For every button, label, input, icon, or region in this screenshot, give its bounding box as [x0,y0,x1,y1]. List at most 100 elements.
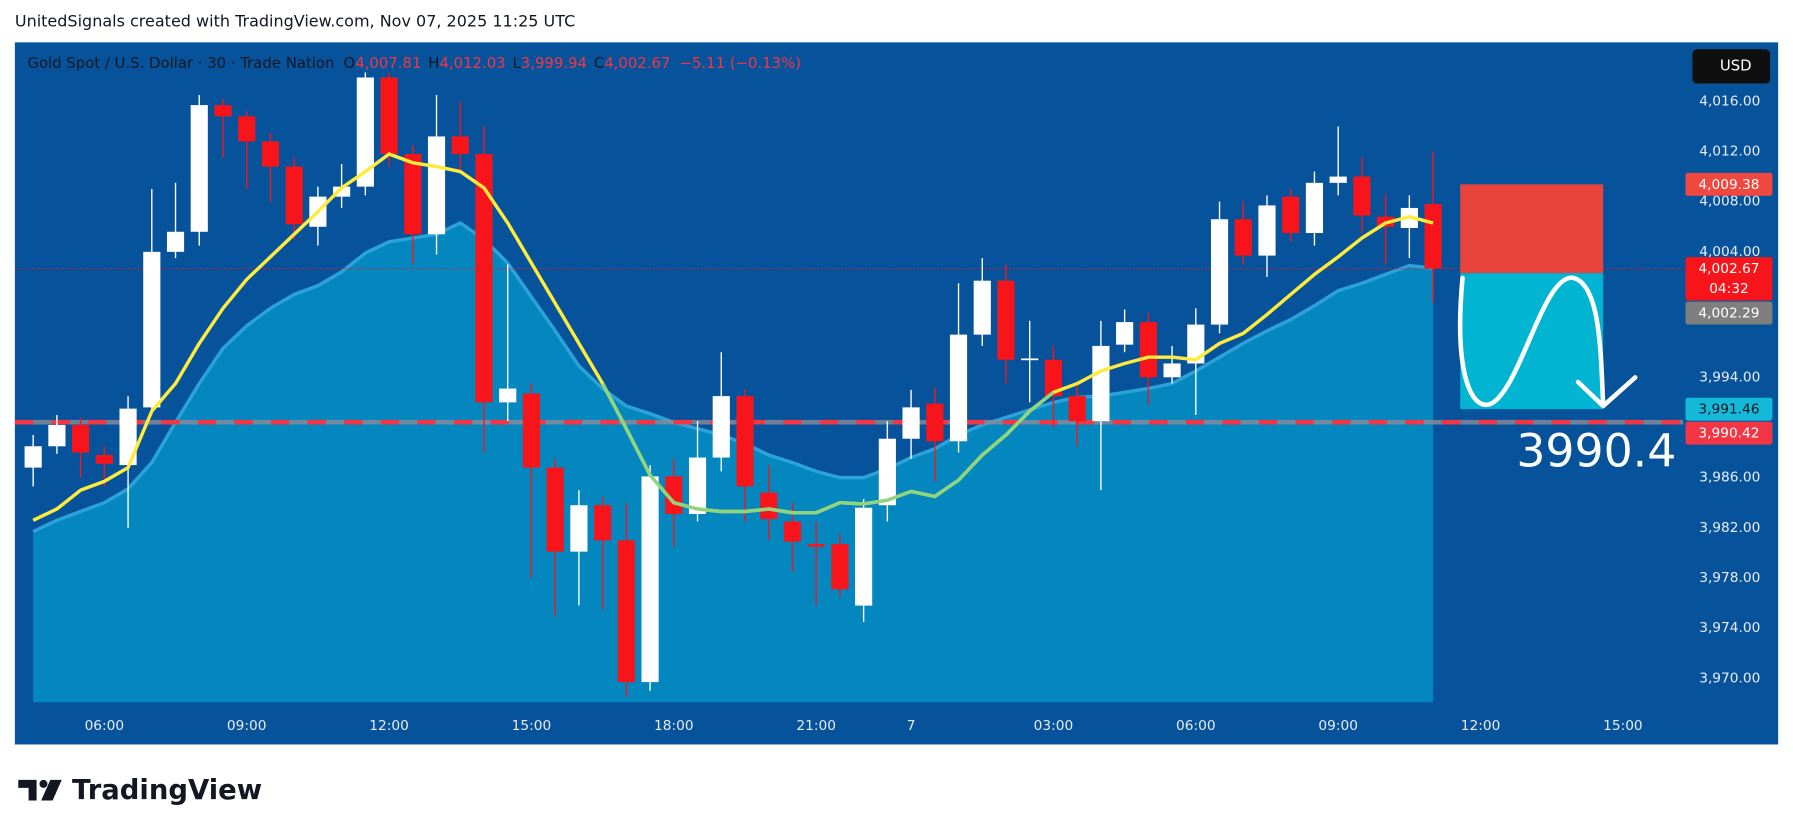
ohlc-key: C [594,54,604,72]
candle-body [499,388,517,403]
price-tag-label: 4,002.67 [1698,261,1759,277]
x-tick-label: 06:00 [1176,718,1216,734]
x-tick-label: 12:00 [369,718,409,734]
candle-body [1258,205,1276,256]
candle-body [190,105,208,232]
x-tick-label: 09:00 [227,718,267,734]
change-value: −5.11 (−0.13%) [680,54,802,72]
price-tag-countdown: 04:32 [1709,281,1749,297]
candle-body [333,186,351,197]
candle-body [997,280,1015,360]
ohlc-key: O [344,54,356,72]
ohlc-key: H [428,54,439,72]
ohlc-value: 3,999.94 [521,54,587,72]
header-caption: UnitedSignals created with TradingView.c… [15,11,575,30]
candle-body [1044,359,1063,397]
candle-body [238,116,256,142]
candle-body [48,424,66,447]
price-tag-label: 4,009.38 [1698,177,1759,193]
x-tick-label: 06:00 [85,718,125,734]
candle-body [1116,322,1134,345]
candle-body [285,166,303,225]
candle-body [902,407,920,439]
candle-body [760,492,778,520]
symbol-name: Gold Spot / U.S. Dollar · 30 · Trade Nat… [27,54,334,72]
candle-body [427,136,446,235]
candle-body [72,424,90,453]
y-tick-label: 3,970.00 [1699,670,1760,686]
y-tick-label: 3,994.00 [1699,369,1760,385]
logo-mark [18,779,37,801]
candle-body [1234,219,1252,256]
currency-button[interactable] [1692,49,1771,84]
price-tag [1685,257,1773,301]
annotation: 3990.4 [1516,425,1676,478]
price-tag [1685,421,1773,445]
x-tick-label: 12:00 [1461,718,1501,734]
candle-body [1424,204,1442,269]
candle-body [475,154,493,403]
x-tick-label: 21:00 [796,718,836,734]
ohlc-value: 4,012.03 [439,54,505,72]
candle-body [807,544,825,547]
logo-mark [41,779,62,801]
candle-body [214,105,232,117]
y-tick-label: 4,012.00 [1699,143,1760,159]
candle-body [1187,324,1205,364]
candle-body [1163,363,1181,378]
position-target-zone [1460,273,1604,410]
candle-body [783,521,802,542]
candle-body [261,141,280,167]
candle-body [1068,396,1086,422]
candle-body [594,505,612,541]
candle-body [356,77,374,187]
candle-body [522,393,541,468]
candle-body [617,540,635,683]
y-tick-label: 4,004.00 [1699,244,1760,260]
candle-body [855,507,873,606]
candle-body [95,455,113,464]
forecast-arrow [1457,275,1638,409]
y-tick-label: 3,986.00 [1699,470,1760,486]
ma-area-fill [33,222,1434,703]
candle-body [1329,176,1347,183]
y-tick-label: 3,982.00 [1699,520,1760,536]
x-tick-label: 18:00 [654,718,694,734]
candle-body [143,251,161,408]
candle-body [380,77,398,155]
candle-body [1210,219,1229,325]
y-tick-label: 3,974.00 [1699,620,1760,636]
x-tick-label: 09:00 [1318,718,1358,734]
ohlc-key: L [513,54,522,72]
price-tag-label: 3,990.42 [1698,426,1759,442]
axes: Gold Spot / U.S. Dollar · 30 · Trade Nat… [27,54,1773,734]
candle-body [1092,345,1110,422]
candle-body [119,408,137,466]
candle-body [1139,322,1157,378]
candle-body [570,505,588,552]
currency-label[interactable]: USD [1720,56,1752,74]
price-tag-label: 4,002.29 [1698,306,1759,322]
candle-body [166,231,185,252]
candle-body [1353,176,1371,216]
candle-body [688,457,707,515]
candle-body [641,476,659,683]
candle-body [878,438,896,506]
y-tick-label: 4,008.00 [1699,194,1760,210]
candle-body [546,467,564,552]
candle-body [736,396,754,487]
candle-body [926,403,944,442]
x-tick-label: 15:00 [512,718,552,734]
candle-body [1305,182,1324,234]
price-tag [1685,397,1773,421]
logo-text: TradingView [72,775,262,806]
candle-body [831,544,849,590]
candle-body [451,136,469,155]
price-tag-label: 3,991.46 [1698,402,1759,418]
x-tick-label: 15:00 [1603,718,1643,734]
candle-body [404,154,422,235]
candle-body [1282,196,1300,234]
x-tick-label: 7 [907,718,916,734]
